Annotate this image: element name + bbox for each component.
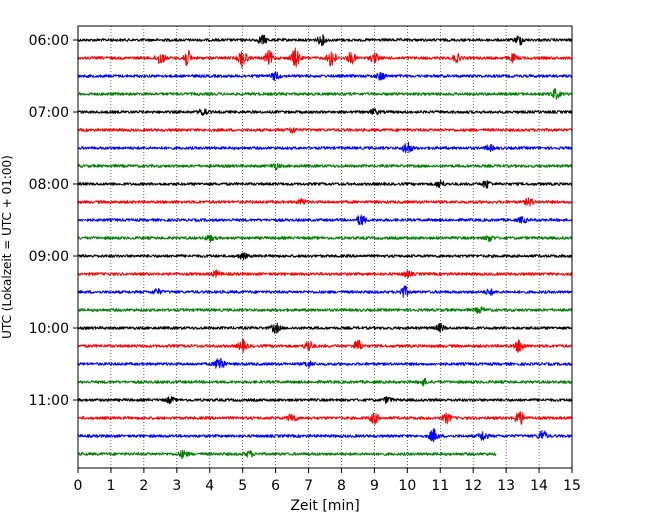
trace-green-1145 [77,449,497,460]
y-tick-label: 11:00 [29,393,69,409]
y-tick-label: 07:00 [29,105,69,121]
trace-green-0845 [77,234,573,243]
x-tick-label: 10 [398,478,416,494]
x-tick-label: 3 [172,478,181,494]
trace-black-0800 [77,179,573,189]
trace-red-1115 [77,410,573,425]
trace-blue-0830 [77,214,573,226]
trace-red-0615 [77,47,573,69]
x-tick-label: 8 [337,478,346,494]
trace-blue-1130 [77,428,573,443]
trace-green-1045 [77,377,573,387]
x-tick-label: 1 [106,478,115,494]
x-tick-label: 9 [370,478,379,494]
trace-green-0745 [77,163,573,171]
y-axis-ticks: 06:00 07:00 08:00 09:00 10:00 11:00 [29,33,78,409]
y-axis-label: UTC (Lokalzeit = UTC + 01:00) [0,155,14,339]
trace-black-1000 [77,322,573,334]
trace-series-group [77,34,573,460]
x-axis-ticks: 0 1 2 3 4 5 6 7 8 9 10 11 12 13 14 15 [74,468,581,494]
x-tick-label: 2 [139,478,148,494]
trace-red-0815 [77,197,573,207]
x-tick-label: 12 [464,478,482,494]
plot-frame [77,25,573,469]
trace-green-0645 [77,88,573,100]
x-tick-label: 6 [271,478,280,494]
trace-black-0700 [77,108,573,116]
x-axis-label: Zeit [min] [290,498,359,514]
y-tick-label: 08:00 [29,177,69,193]
y-tick-label: 06:00 [29,33,69,49]
trace-blue-1030 [77,357,573,369]
vertical-gridlines [110,26,540,468]
trace-red-0715 [77,127,573,134]
x-tick-label: 11 [431,478,449,494]
x-tick-label: 5 [238,478,247,494]
x-tick-label: 14 [530,478,548,494]
trace-black-0900 [77,252,573,261]
trace-black-1100 [77,396,573,405]
x-tick-label: 4 [205,478,214,494]
y-tick-label: 10:00 [29,321,69,337]
x-tick-label: 7 [304,478,313,494]
trace-green-0945 [77,306,573,314]
x-tick-label: 15 [563,478,581,494]
trace-black-0600 [77,34,573,47]
trace-blue-0930 [77,285,573,298]
trace-blue-0630 [77,71,573,81]
trace-red-1015 [77,338,573,354]
y-tick-label: 09:00 [29,249,69,265]
trace-blue-0730 [77,141,573,154]
x-tick-label: 0 [74,478,83,494]
trace-red-0915 [77,269,573,279]
x-tick-label: 13 [497,478,515,494]
